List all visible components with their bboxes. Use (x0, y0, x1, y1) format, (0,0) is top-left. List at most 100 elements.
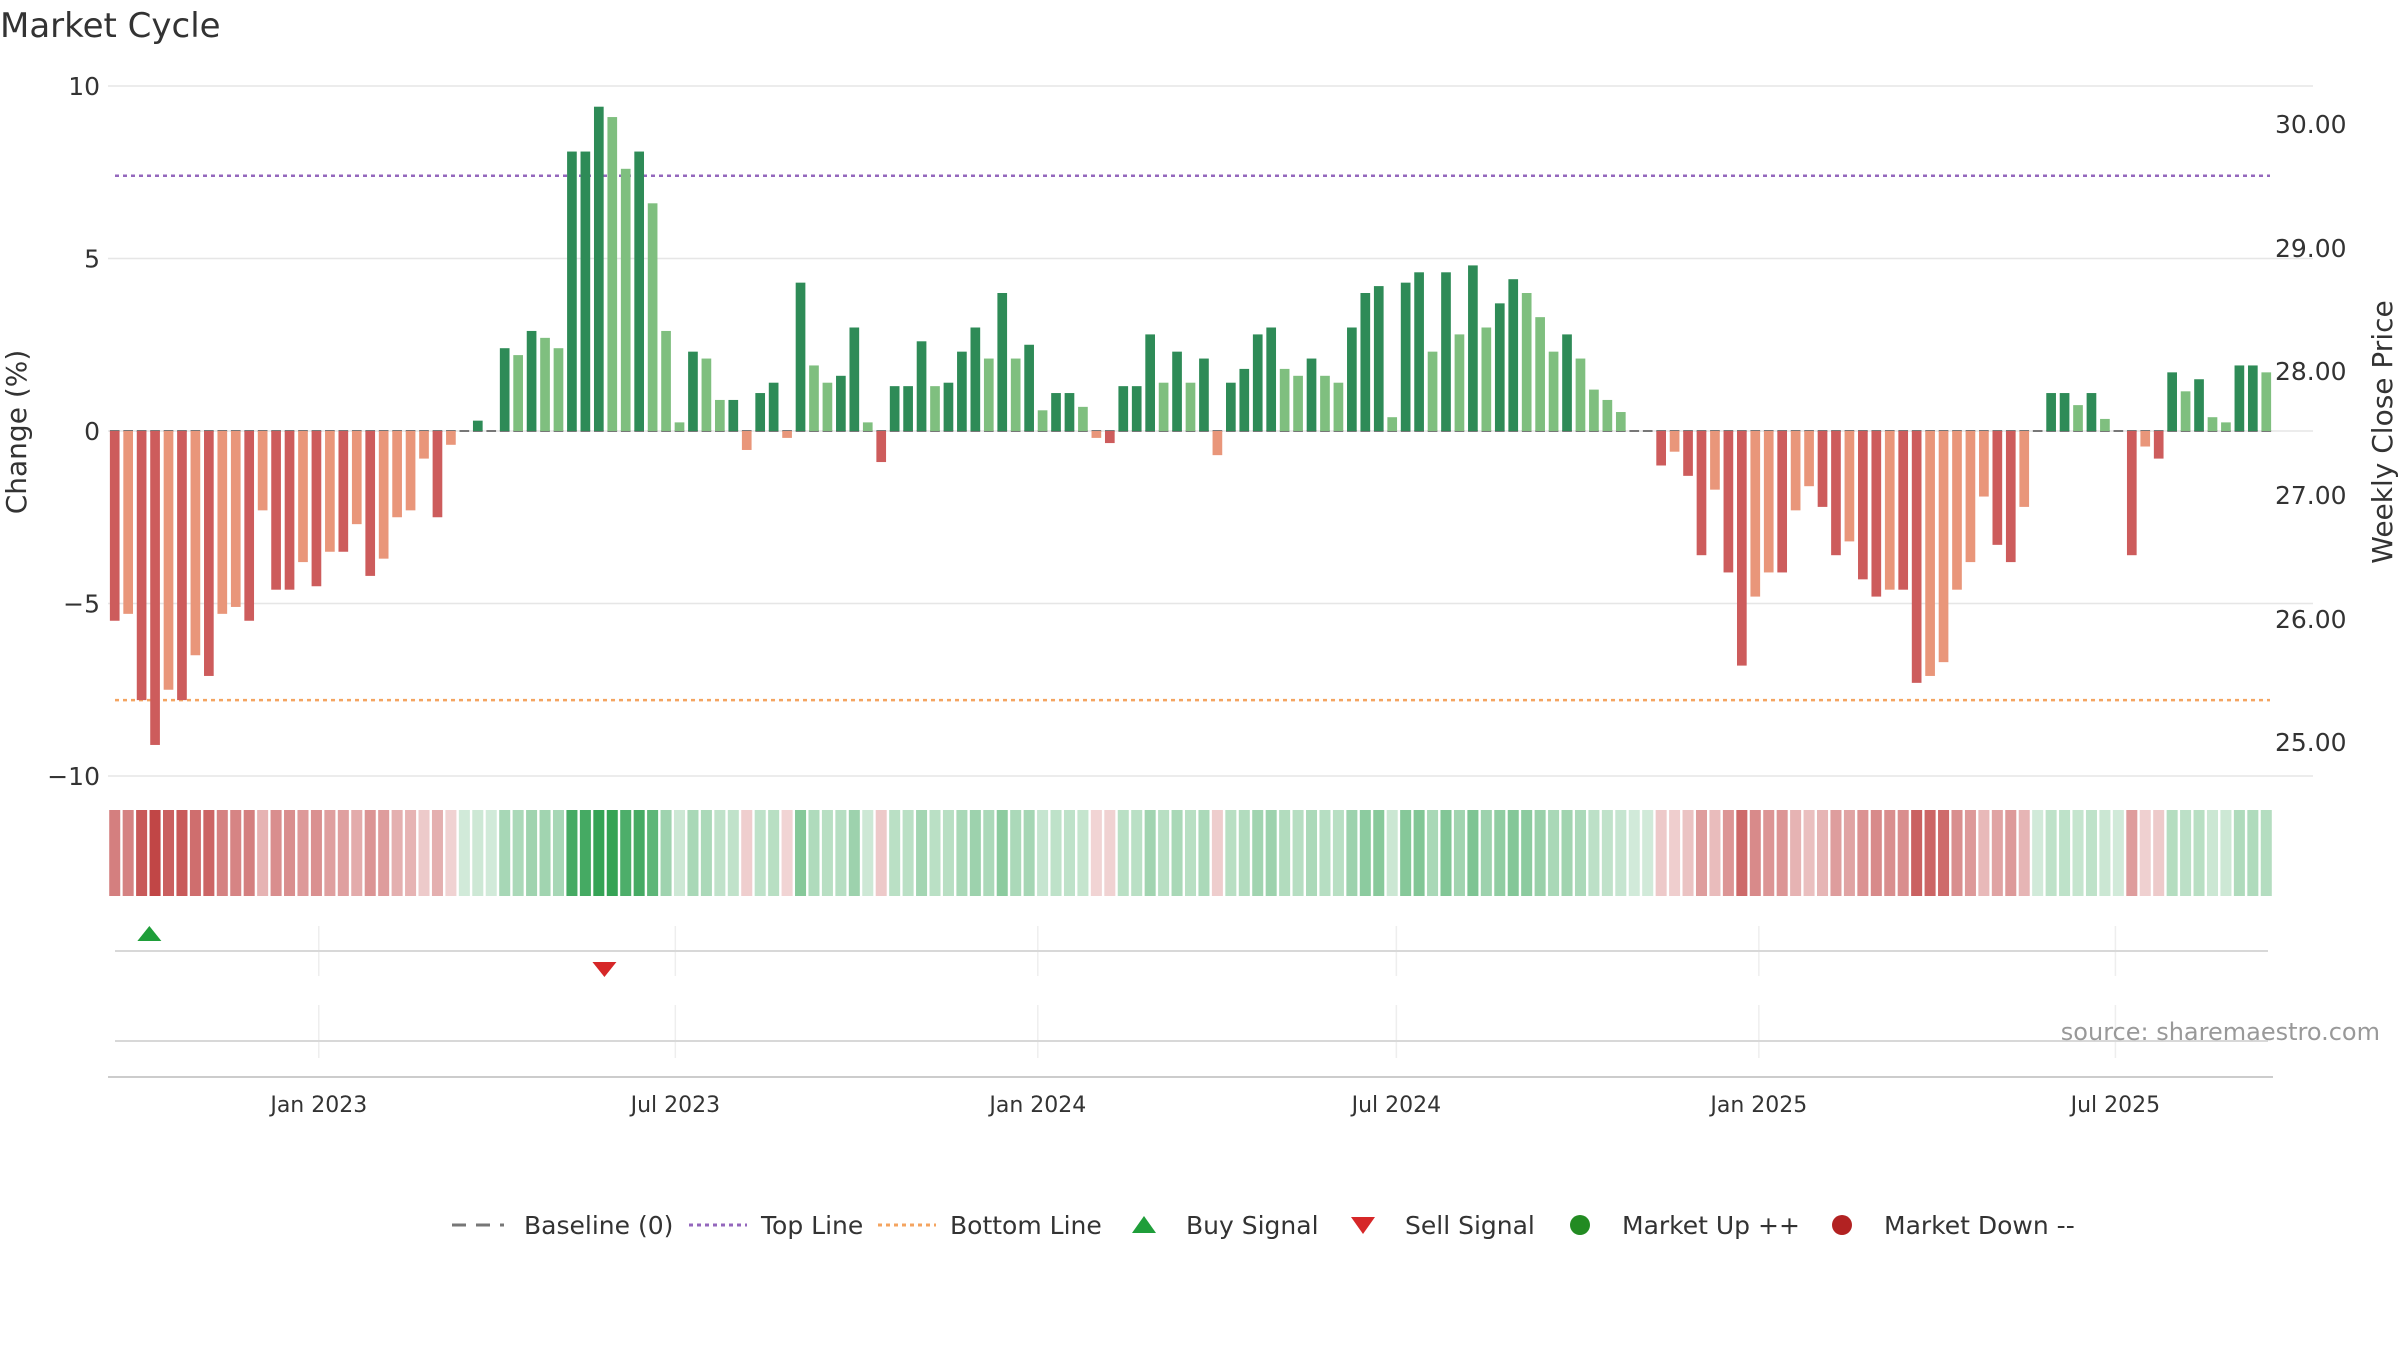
y-tick-label: −5 (63, 590, 100, 619)
market-state-cell (942, 810, 954, 896)
market-state-cell (1763, 810, 1775, 896)
y2-tick-label: 26.00 (2275, 605, 2347, 634)
market-state-cell (1292, 810, 1304, 896)
change-bar (876, 431, 887, 463)
market-state-cell (391, 810, 403, 896)
legend-item: Top Line (689, 1211, 863, 1240)
market-state-cell (687, 810, 699, 896)
change-bar (1118, 386, 1129, 431)
market-state-cell (297, 810, 309, 896)
market-state-cell (714, 810, 726, 896)
change-bar (163, 431, 174, 690)
change-bar (2167, 372, 2177, 431)
change-bar (1831, 431, 1841, 556)
change-bar (190, 431, 201, 656)
change-bar (1898, 431, 1909, 590)
market-state-cell (216, 810, 228, 896)
market-state-cell (673, 810, 686, 896)
market-state-cell (1238, 810, 1250, 896)
market-state-cell (1480, 810, 1492, 896)
market-state-cell (1776, 810, 1788, 896)
change-bar (1871, 431, 1882, 597)
market-state-cell (499, 810, 511, 896)
legend-label: Baseline (0) (524, 1211, 673, 1240)
x-tick-label: Jul 2024 (1350, 1093, 1442, 1118)
legend-swatch-circle (1570, 1215, 1590, 1235)
change-bar (351, 431, 362, 525)
market-state-cell (1749, 810, 1761, 896)
change-bar (446, 431, 456, 445)
change-bar (1817, 431, 1828, 507)
change-bar (701, 358, 712, 431)
market-state-cell (1158, 810, 1170, 896)
change-bar (109, 431, 120, 621)
market-state-cell (848, 810, 860, 896)
change-bar (257, 431, 268, 511)
change-bar (1925, 431, 1935, 676)
market-state-cell (1211, 810, 1223, 896)
change-bar (1037, 410, 1048, 431)
change-bar (311, 431, 322, 587)
change-bar (580, 151, 591, 432)
market-state-cell (1010, 810, 1022, 896)
market-state-cell (2072, 810, 2084, 896)
change-bar (1858, 431, 1868, 580)
y-tick-label: 0 (84, 417, 100, 446)
change-bar (728, 399, 739, 431)
market-state-cell (1063, 810, 1075, 896)
market-state-cell (593, 810, 605, 896)
market-state-cell (1682, 810, 1694, 896)
change-bar (1306, 358, 1317, 431)
market-state-cell (1427, 810, 1439, 896)
change-bar (809, 365, 819, 431)
market-state-cell (458, 810, 470, 896)
legend-item: Baseline (0) (452, 1211, 673, 1240)
market-state-cell (1857, 810, 1869, 896)
market-state-cell (1507, 810, 1519, 896)
market-state-cell (795, 810, 807, 896)
change-bar (1441, 272, 1451, 431)
change-bar (217, 431, 228, 614)
market-state-cell (633, 810, 645, 896)
sell-signal-marker (592, 962, 617, 977)
market-state-cell (956, 810, 968, 896)
change-bar (123, 431, 134, 614)
market-state-cell (1561, 810, 1573, 896)
change-bar (970, 327, 981, 431)
market-state-cell (1184, 810, 1197, 896)
change-bar (2046, 393, 2056, 431)
market-state-cell (1695, 810, 1708, 896)
change-bar (634, 151, 645, 432)
change-bar (1481, 327, 1492, 431)
market-state-cell (1359, 810, 1371, 896)
y2-tick-label: 29.00 (2275, 234, 2347, 263)
market-state-cell (2045, 810, 2057, 896)
change-bar (2221, 422, 2231, 431)
change-bar (741, 431, 752, 450)
x-tick-label: Jul 2025 (2069, 1093, 2161, 1118)
change-bar (607, 117, 618, 432)
market-state-cell (1843, 810, 1855, 896)
change-bar (244, 431, 255, 621)
market-state-cell (754, 810, 766, 896)
change-bar (1952, 431, 1962, 590)
market-state-cell (1911, 810, 1923, 896)
change-bar (2005, 431, 2016, 563)
change-bar (822, 382, 833, 431)
change-bar (1010, 358, 1021, 431)
chart-title: Market Cycle (0, 6, 221, 46)
market-state-cell (889, 810, 901, 896)
change-bar (1723, 431, 1734, 573)
change-bar (1414, 272, 1424, 431)
change-bar (1535, 317, 1545, 431)
bar-series (109, 106, 2272, 745)
market-state-cell (2032, 810, 2044, 896)
market-state-cell (2153, 810, 2165, 896)
market-state-cell (1951, 810, 1963, 896)
y-tick-label: 10 (68, 72, 100, 101)
market-state-cell (230, 810, 242, 896)
market-state-cell (526, 810, 538, 896)
change-bar (1333, 382, 1344, 431)
change-bar (553, 348, 564, 431)
market-state-cell (351, 810, 363, 896)
